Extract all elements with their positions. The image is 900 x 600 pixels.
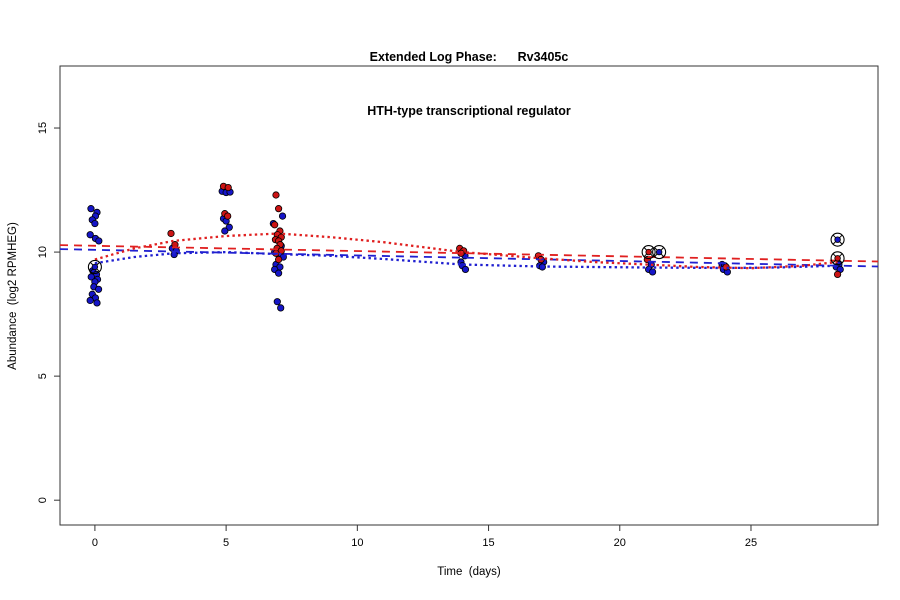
samples-blue-point: [648, 268, 657, 276]
circled-marker-ring: [87, 259, 102, 275]
samples-red-point: [272, 191, 280, 199]
x-tick-label: 10: [351, 537, 363, 549]
y-tick-label: 15: [37, 122, 49, 134]
samples-blue-point: [87, 273, 95, 281]
y-tick-label: 10: [37, 246, 49, 258]
x-tick-label: 20: [614, 537, 626, 549]
samples-blue-point: [94, 285, 103, 293]
chart-title-line2: HTH-type transcriptional regulator: [367, 104, 571, 118]
x-tick-label: 25: [745, 537, 757, 549]
circled-marker-ring: [830, 251, 845, 266]
chart-title: Extended Log Phase: Rv3405c HTH-type tra…: [60, 12, 878, 156]
linear-trend-red: [59, 244, 879, 263]
samples-blue-point: [278, 212, 287, 220]
chart-title-line1: Extended Log Phase: Rv3405c: [369, 50, 569, 64]
samples-blue-point: [221, 227, 229, 235]
circled-marker-dot: [834, 255, 841, 262]
samples-red-point: [275, 205, 283, 213]
y-axis-title: Abundance (log2 RPMHEG): [7, 222, 19, 370]
circled-marker-ring: [641, 245, 656, 260]
samples-blue-point: [86, 296, 94, 305]
samples-red-point: [271, 221, 279, 229]
samples-blue-point: [86, 231, 94, 239]
samples-blue-point: [91, 219, 99, 228]
samples-blue-point: [87, 205, 95, 213]
y-tick-label: 5: [37, 373, 49, 379]
circled-marker-ring: [652, 245, 667, 260]
samples-blue-point: [273, 298, 281, 306]
samples-red-point: [224, 212, 232, 220]
x-tick-label: 0: [92, 537, 98, 549]
circled-marker-ring: [830, 232, 845, 247]
y-tick-label: 0: [37, 497, 49, 503]
samples-red-point: [224, 183, 232, 192]
x-axis-title: Time (days): [437, 566, 501, 578]
circled-marker-dot: [834, 236, 841, 243]
x-tick-label: 5: [223, 537, 229, 549]
linear-trend-blue: [59, 248, 879, 268]
samples-blue-point: [461, 265, 470, 274]
loess-trend-blue: [94, 250, 838, 270]
samples-blue-point: [95, 237, 103, 245]
samples-red-point: [275, 255, 283, 264]
circled-marker-dot: [91, 263, 99, 271]
samples-blue-point: [275, 269, 283, 277]
plot-box: [59, 65, 879, 526]
circled-marker-dot: [655, 248, 663, 256]
x-tick-label: 15: [482, 537, 494, 549]
samples-blue-point: [93, 299, 101, 307]
samples-red-point: [167, 229, 175, 238]
loess-trend-red: [94, 232, 838, 270]
circled-marker-dot: [645, 248, 652, 256]
samples-red-point: [833, 270, 842, 279]
samples-blue-point: [277, 304, 285, 312]
